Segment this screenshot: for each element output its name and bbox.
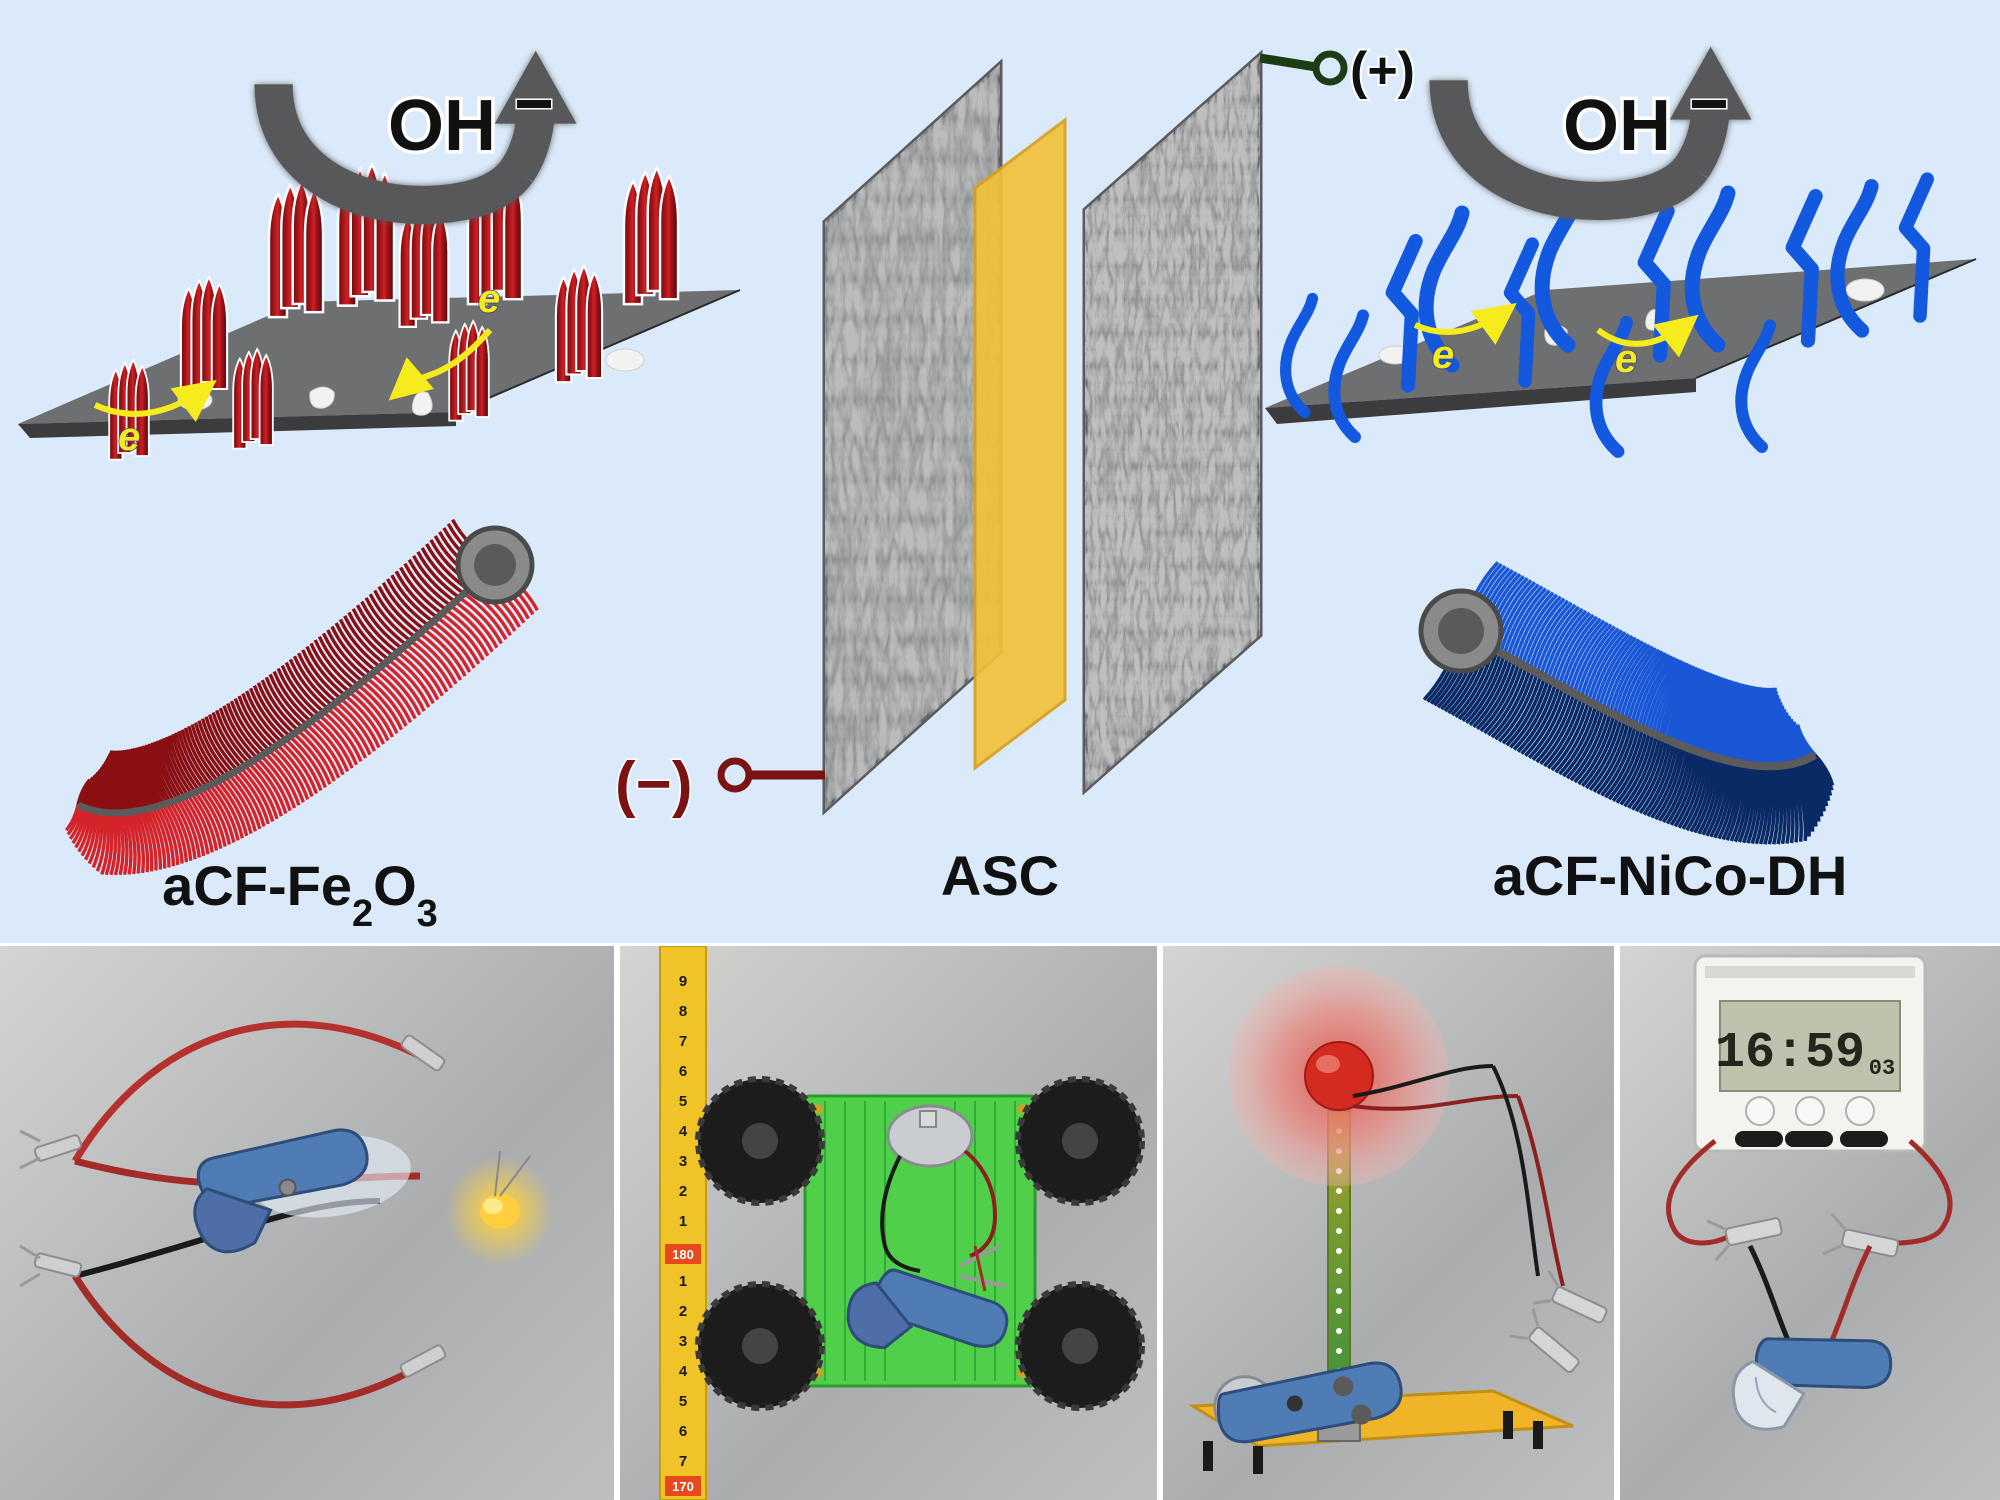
svg-text:4: 4 — [679, 1363, 688, 1380]
svg-text:3: 3 — [679, 1153, 687, 1170]
svg-text:OH: OH — [388, 86, 496, 166]
svg-text:aCF-Fe2O3: aCF-Fe2O3 — [162, 854, 438, 935]
svg-text:7: 7 — [679, 1453, 687, 1470]
svg-text:2: 2 — [679, 1183, 687, 1200]
svg-text:e: e — [1615, 337, 1637, 381]
svg-text:5: 5 — [679, 1093, 687, 1110]
svg-text:16:59: 16:59 — [1715, 1025, 1865, 1082]
svg-text:6: 6 — [679, 1063, 687, 1080]
svg-text:e: e — [118, 415, 140, 459]
svg-text:9: 9 — [679, 973, 687, 990]
svg-text:3: 3 — [679, 1333, 687, 1350]
svg-text:4: 4 — [679, 1123, 688, 1140]
svg-text:8: 8 — [679, 1003, 687, 1020]
svg-text:OH: OH — [1563, 86, 1671, 166]
svg-text:03: 03 — [1869, 1056, 1895, 1081]
svg-text:7: 7 — [679, 1033, 687, 1050]
svg-text:6: 6 — [679, 1423, 687, 1440]
svg-text:180: 180 — [672, 1247, 694, 1262]
svg-text:170: 170 — [672, 1479, 694, 1494]
svg-text:5: 5 — [679, 1393, 687, 1410]
svg-text:2: 2 — [679, 1303, 687, 1320]
svg-text:1: 1 — [679, 1273, 687, 1290]
svg-text:1: 1 — [679, 1213, 687, 1230]
svg-text:e: e — [1432, 333, 1454, 377]
svg-text:(+): (+) — [1350, 42, 1415, 100]
svg-text:e: e — [478, 277, 500, 321]
svg-text:ASC: ASC — [941, 844, 1059, 907]
svg-text:(−): (−) — [615, 750, 693, 819]
svg-text:aCF-NiCo-DH: aCF-NiCo-DH — [1493, 844, 1848, 907]
